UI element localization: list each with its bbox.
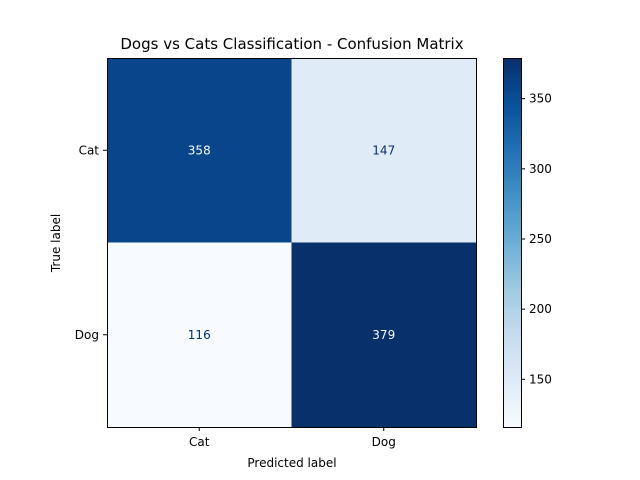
chart-title: Dogs vs Cats Classification - Confusion … bbox=[120, 35, 463, 53]
colorbar-gradient bbox=[503, 58, 521, 427]
y-tick-label: Cat bbox=[79, 143, 100, 157]
heatmap-cell bbox=[291, 58, 476, 243]
colorbar-tick-label: 300 bbox=[529, 162, 552, 176]
colorbar-frame bbox=[503, 58, 522, 428]
colorbar-tick-label: 200 bbox=[529, 302, 552, 316]
plot-frame bbox=[107, 58, 477, 428]
cell-value-label: 358 bbox=[188, 143, 211, 157]
y-tick-label: Dog bbox=[75, 328, 99, 342]
cell-value-label: 147 bbox=[372, 143, 395, 157]
cell-value-label: 116 bbox=[188, 328, 211, 342]
x-axis-ticks: Cat Dog bbox=[189, 427, 396, 449]
colorbar-ticks: 150 200 250 300 350 bbox=[521, 92, 552, 386]
y-axis-label: True label bbox=[49, 214, 63, 273]
x-tick-label: Dog bbox=[372, 435, 396, 449]
heatmap-cell bbox=[291, 242, 476, 427]
x-axis-label: Predicted label bbox=[247, 456, 336, 470]
heatmap-cell bbox=[107, 58, 292, 243]
colorbar-tick-label: 250 bbox=[529, 232, 552, 246]
heatmap-cells bbox=[107, 58, 476, 427]
colorbar-tick-label: 350 bbox=[529, 92, 552, 106]
cell-value-label: 379 bbox=[372, 328, 395, 342]
colorbar: 150 200 250 300 350 bbox=[503, 58, 552, 428]
x-tick-label: Cat bbox=[189, 435, 210, 449]
colorbar-tick-label: 150 bbox=[529, 372, 552, 386]
y-axis-ticks: Cat Dog bbox=[75, 143, 107, 342]
heatmap-cell bbox=[107, 242, 292, 427]
cell-values: 358 147 116 379 bbox=[188, 143, 395, 342]
